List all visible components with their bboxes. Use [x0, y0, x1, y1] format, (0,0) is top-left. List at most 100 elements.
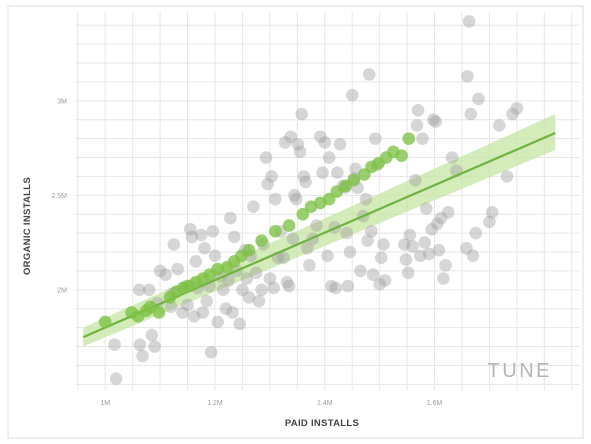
data-point: [132, 283, 146, 297]
tune-logo: TUNE: [488, 360, 552, 382]
data-point: [418, 236, 431, 249]
data-point: [299, 175, 312, 189]
data-point: [366, 268, 380, 282]
data-point: [403, 228, 417, 242]
data-point: [469, 226, 483, 240]
data-point: [445, 151, 459, 164]
data-point: [321, 249, 334, 263]
data-point: [316, 166, 329, 179]
tick-labels: 1M 1.2M 1.4M 1.6M 2M 2.5M 3M: [51, 98, 442, 407]
data-point-highlighted: [242, 243, 256, 257]
data-point: [136, 349, 149, 363]
data-point: [265, 170, 278, 183]
data-point-highlighted: [98, 315, 112, 329]
data-point: [322, 151, 336, 164]
data-point: [398, 238, 411, 251]
y-axis-title: ORGANIC INSTALLS: [22, 177, 33, 275]
trend-line-path: [82, 131, 556, 339]
data-point: [295, 107, 309, 121]
data-point: [506, 107, 519, 121]
data-point: [461, 69, 474, 83]
data-point: [361, 234, 374, 247]
data-point-highlighted: [395, 149, 408, 162]
x-tick-label: 1.4M: [317, 400, 333, 407]
data-point: [437, 272, 450, 285]
data-point: [194, 228, 208, 242]
data-point: [133, 338, 147, 351]
data-point: [183, 223, 197, 236]
data-point: [329, 281, 343, 295]
data-point: [429, 115, 442, 128]
data-point: [216, 283, 230, 297]
data-point: [252, 294, 266, 308]
data-point: [325, 279, 338, 293]
data-point: [284, 130, 298, 144]
data-point: [145, 328, 159, 342]
data-point: [148, 340, 161, 353]
data-point: [345, 88, 359, 102]
highlighted-points: [98, 132, 416, 329]
data-point: [378, 274, 392, 287]
data-point: [410, 119, 424, 132]
data-point: [282, 279, 296, 293]
data-point: [331, 166, 344, 179]
data-point: [233, 317, 246, 331]
data-point: [242, 291, 256, 304]
data-point: [493, 119, 506, 132]
data-point: [247, 200, 260, 213]
data-point: [167, 238, 181, 251]
data-point: [249, 266, 263, 280]
data-point: [422, 247, 436, 261]
data-point: [340, 226, 354, 240]
data-point-highlighted: [211, 262, 225, 276]
data-point: [181, 298, 194, 312]
data-point: [187, 309, 201, 323]
data-point: [430, 217, 444, 230]
data-point: [293, 145, 307, 159]
grid-lines: [75, 12, 580, 390]
data-point: [500, 170, 514, 183]
data-point: [176, 306, 189, 319]
data-point: [485, 206, 499, 219]
data-point: [171, 262, 184, 276]
data-point: [204, 345, 218, 359]
data-point: [142, 283, 156, 297]
data-point-highlighted: [255, 234, 268, 247]
y-tick-label: 2M: [57, 287, 67, 294]
data-point: [206, 224, 220, 238]
data-point: [267, 281, 281, 295]
data-point: [278, 136, 292, 149]
data-point: [109, 372, 123, 385]
data-point: [333, 138, 347, 151]
data-point: [368, 132, 382, 145]
data-point: [425, 223, 439, 236]
data-point: [362, 68, 376, 81]
data-point: [200, 294, 214, 308]
data-point: [483, 215, 496, 229]
trend-line: [82, 131, 556, 339]
data-point-highlighted: [152, 306, 166, 319]
data-point: [318, 136, 332, 149]
data-point: [196, 306, 210, 319]
data-point: [224, 211, 237, 225]
data-point: [472, 92, 485, 106]
data-point: [288, 189, 301, 202]
data-point: [189, 255, 203, 268]
data-point: [374, 251, 388, 264]
data-point: [198, 241, 211, 255]
data-point: [365, 224, 378, 238]
data-point: [354, 264, 367, 278]
data-point: [373, 277, 386, 291]
data-point: [259, 151, 273, 164]
data-point-highlighted: [347, 173, 361, 187]
data-point: [406, 240, 419, 253]
data-point: [462, 15, 476, 28]
x-tick-label: 1M: [100, 400, 110, 407]
data-point: [277, 251, 290, 264]
data-point: [464, 107, 478, 121]
data-point: [269, 192, 282, 206]
data-point: [222, 274, 235, 287]
data-point: [413, 249, 427, 263]
